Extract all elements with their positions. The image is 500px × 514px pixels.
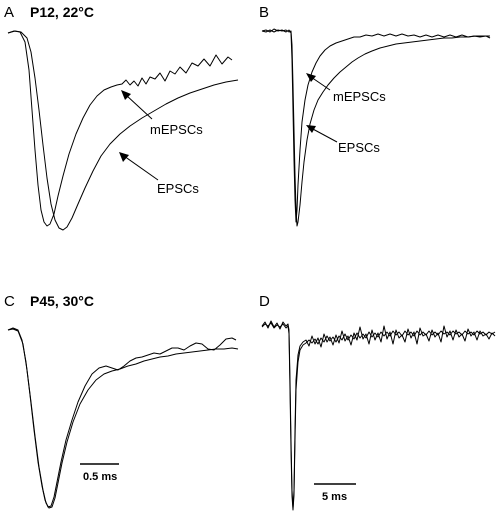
condition-label-c: P45, 30°C	[30, 293, 94, 309]
scale-label-c: 0.5 ms	[83, 471, 117, 483]
label-b-mepscs: mEPSCs	[333, 89, 386, 104]
arrow-b-epscs	[310, 127, 338, 143]
trace-c-2	[7, 328, 239, 509]
trace-d-1	[261, 320, 496, 509]
label-b-epscs: EPSCs	[338, 140, 380, 155]
panel-b: B mEPSCs EPSCs	[259, 4, 491, 227]
trace-b-mepscs	[261, 28, 491, 223]
label-a-epscs: EPSCs	[157, 181, 199, 196]
arrowhead-b-mepscs	[306, 73, 316, 82]
panel-letter-b: B	[259, 4, 269, 21]
panel-letter-a: A	[4, 4, 14, 21]
arrow-b-mepscs	[310, 76, 331, 91]
arrowhead-b-epscs	[306, 125, 316, 133]
condition-label-a: P12, 22°C	[30, 4, 94, 20]
arrow-a-mepscs	[125, 94, 153, 120]
panel-d: D 5 ms	[259, 293, 496, 511]
panel-letter-c: C	[4, 293, 15, 310]
trace-d-2	[261, 322, 496, 511]
scale-label-d: 5 ms	[322, 491, 347, 503]
panel-letter-d: D	[259, 293, 270, 310]
label-a-mepscs: mEPSCs	[150, 122, 203, 137]
arrow-a-epscs	[123, 155, 159, 181]
arrowhead-a-epscs	[119, 152, 129, 162]
panel-a: A P12, 22°C mEPSCs EPSCs	[4, 4, 239, 231]
arrowhead-a-mepscs	[121, 90, 131, 100]
trace-b-epscs	[261, 29, 490, 227]
trace-c-1	[7, 327, 237, 508]
panel-c: C P45, 30°C 0.5 ms	[4, 293, 239, 509]
trace-a-epscs	[7, 30, 239, 231]
trace-a-mepscs	[7, 30, 233, 227]
